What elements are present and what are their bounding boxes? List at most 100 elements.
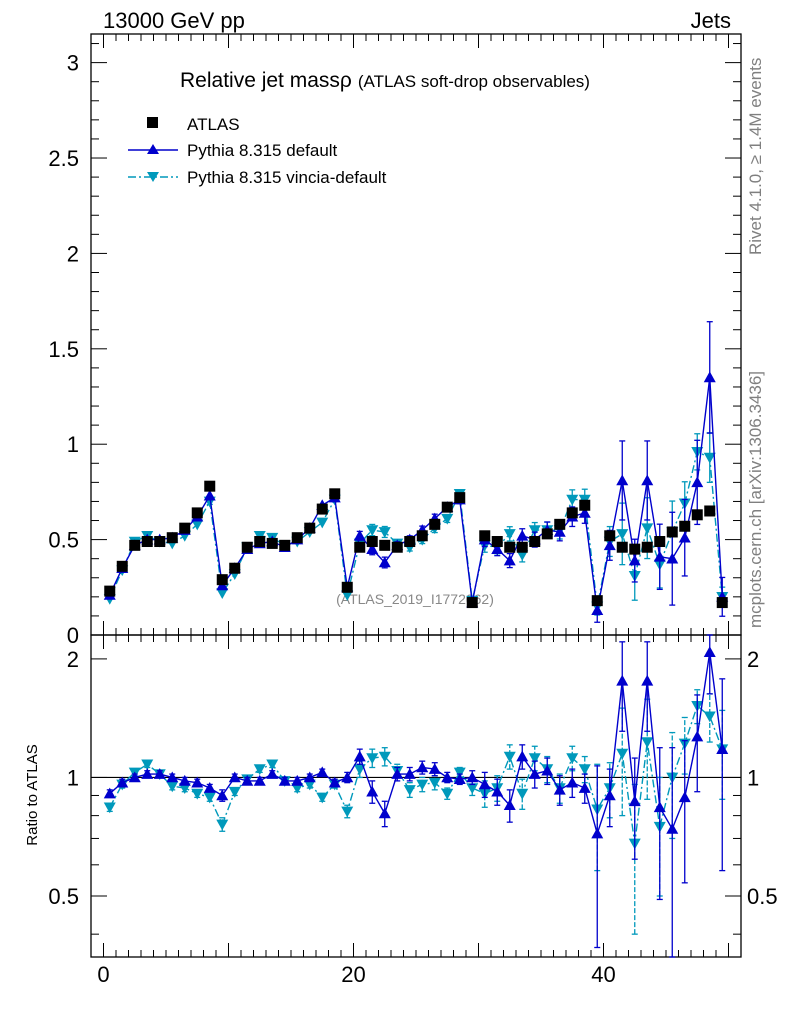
atlas-data-point xyxy=(679,520,691,532)
default-ratio-point xyxy=(416,761,429,773)
atlas-data-point xyxy=(491,536,503,548)
default-ratio-point xyxy=(453,773,466,784)
default-main-point xyxy=(691,476,704,488)
vincia-ratio-point xyxy=(203,792,216,804)
atlas-data-point xyxy=(516,541,528,553)
vincia-ratio-point xyxy=(616,748,629,760)
ratio-y-label: Ratio to ATLAS xyxy=(24,744,41,845)
default-ratio-point xyxy=(591,827,604,839)
analysis-watermark: (ATLAS_2019_I1772062) xyxy=(336,591,494,607)
default-ratio-point xyxy=(691,730,704,742)
vincia-ratio-point xyxy=(441,788,454,800)
default-ratio-point xyxy=(203,782,216,793)
process-label: Jets xyxy=(691,8,731,33)
rivet-label: Rivet 4.1.0, ≥ 1.4M events xyxy=(746,58,765,255)
vincia-ratio-point xyxy=(578,764,591,776)
vincia-main-point xyxy=(216,588,229,600)
atlas-data-point xyxy=(579,499,591,511)
vincia-main-point xyxy=(616,529,629,540)
atlas-data-point xyxy=(291,532,303,544)
default-main-point xyxy=(666,552,679,564)
atlas-data-point xyxy=(541,528,553,540)
default-ratio-point xyxy=(216,789,229,801)
default-ratio-point xyxy=(391,768,404,779)
atlas-data-point xyxy=(566,507,578,519)
default-ratio-point xyxy=(428,763,441,774)
atlas-data-point xyxy=(366,536,378,548)
atlas-data-point xyxy=(216,574,228,586)
atlas-data-point xyxy=(704,505,716,517)
default-main-point xyxy=(653,550,666,562)
vincia-ratio-point xyxy=(453,767,466,779)
y-tick-label: 3 xyxy=(67,51,79,76)
default-ratio-point xyxy=(491,785,504,797)
default-ratio-point xyxy=(141,768,154,779)
atlas-data-point xyxy=(204,480,216,492)
atlas-data-point xyxy=(654,536,666,548)
y-tick-label: 1 xyxy=(67,432,79,457)
default-ratio-point xyxy=(653,801,666,813)
default-main-point xyxy=(203,489,216,501)
main-x-ticks xyxy=(103,34,729,635)
ratio-y-ticks: 0.5 0.5 1 1 2 2 xyxy=(48,647,778,935)
default-ratio-point xyxy=(641,674,654,686)
y-tick-label: 0 xyxy=(67,623,79,648)
y-tick-label: 2.5 xyxy=(48,146,79,171)
default-ratio-point xyxy=(128,771,141,783)
main-y-ticks: 0 0.5 1 1.5 2 2.5 3 xyxy=(48,43,741,648)
default-ratio-point xyxy=(466,771,479,783)
default-ratio-point xyxy=(478,778,491,790)
default-main-point xyxy=(378,556,391,568)
default-main-point xyxy=(353,529,366,541)
default-main-point xyxy=(616,474,629,486)
mcplots-label: mcplots.cern.ch [arXiv:1306.3436] xyxy=(746,371,765,628)
default-ratio-point xyxy=(153,768,166,779)
ratio-y-tick-label-right: 2 xyxy=(747,647,759,672)
atlas-data-point xyxy=(179,522,191,534)
default-ratio-point xyxy=(716,743,729,754)
default-ratio-point xyxy=(228,771,241,783)
legend-default-label: Pythia 8.315 default xyxy=(187,141,338,160)
legend-vincia-marker xyxy=(147,172,159,182)
default-main-point xyxy=(366,543,379,554)
x-tick-label: 40 xyxy=(591,962,615,987)
default-ratio-point xyxy=(278,774,291,786)
ratio-series xyxy=(103,634,729,958)
atlas-data-point xyxy=(529,536,541,548)
default-main-point xyxy=(578,506,591,518)
default-ratio-line xyxy=(109,652,723,837)
atlas-data-point xyxy=(229,562,241,574)
ratio-y-tick-label: 2 xyxy=(67,647,79,672)
default-ratio-point xyxy=(603,789,616,801)
vincia-ratio-point xyxy=(466,783,479,795)
atlas-data-point xyxy=(454,492,466,504)
atlas-data-point xyxy=(716,597,728,609)
atlas-data-point xyxy=(391,541,403,553)
atlas-data-point xyxy=(279,539,291,551)
atlas-data-point xyxy=(466,597,478,609)
atlas-data-point xyxy=(429,518,441,530)
default-ratio-point xyxy=(253,774,266,786)
atlas-data-point xyxy=(441,501,453,513)
default-main-point xyxy=(491,543,504,554)
atlas-data-point xyxy=(691,509,703,521)
vincia-ratio-line xyxy=(109,704,723,844)
atlas-data-point xyxy=(641,541,653,553)
atlas-data-point xyxy=(616,541,628,553)
vincia-ratio-point xyxy=(641,737,654,749)
default-ratio-point xyxy=(678,791,691,803)
default-ratio-point xyxy=(303,771,316,783)
vincia-ratio-point xyxy=(166,781,179,793)
atlas-data-point xyxy=(129,539,141,551)
default-ratio-point xyxy=(403,768,416,779)
default-ratio-point xyxy=(291,774,304,786)
ratio-panel: 0.5 0.5 1 1 2 2 Ratio to ATLAS xyxy=(24,634,778,958)
atlas-data-point xyxy=(479,530,491,542)
default-ratio-point xyxy=(116,776,129,788)
vincia-ratio-point xyxy=(366,753,379,765)
default-ratio-point xyxy=(166,771,179,783)
chart-title: Relative jet massρ (ATLAS soft-drop obser… xyxy=(180,69,590,92)
title-suffix: (ATLAS soft-drop observables) xyxy=(358,72,590,91)
default-ratio-point xyxy=(353,750,366,762)
